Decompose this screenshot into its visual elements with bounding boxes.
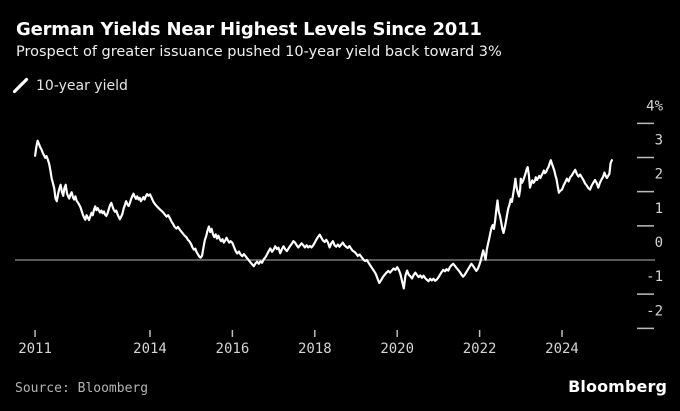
- y-axis-label: 2: [655, 167, 663, 183]
- x-axis-label: 2020: [380, 341, 414, 357]
- legend: 10-year yield: [12, 77, 128, 94]
- chart-title: German Yields Near Highest Levels Since …: [16, 19, 482, 40]
- source-note: Source: Bloomberg: [15, 381, 149, 396]
- legend-label: 10-year yield: [36, 77, 128, 94]
- line-series-marker-icon: [12, 77, 29, 94]
- y-axis-label: -2: [646, 303, 663, 319]
- x-axis-label: 2018: [298, 341, 332, 357]
- y-axis-label: 4%: [646, 98, 663, 114]
- x-axis-label: 2014: [133, 341, 167, 357]
- y-axis-label: 0: [655, 235, 663, 251]
- x-axis-label: 2022: [463, 341, 497, 357]
- x-axis-label: 2024: [545, 341, 579, 357]
- bloomberg-logo: Bloomberg: [568, 377, 667, 396]
- y-axis-label: -1: [646, 269, 663, 285]
- y-axis-label: 3: [655, 132, 663, 148]
- chart-subtitle: Prospect of greater issuance pushed 10-y…: [16, 44, 502, 60]
- x-axis-label: 2016: [216, 341, 250, 357]
- x-axis-label: 2011: [18, 341, 52, 357]
- y-axis-label: 1: [655, 201, 663, 217]
- yield-line-series: [34, 139, 613, 290]
